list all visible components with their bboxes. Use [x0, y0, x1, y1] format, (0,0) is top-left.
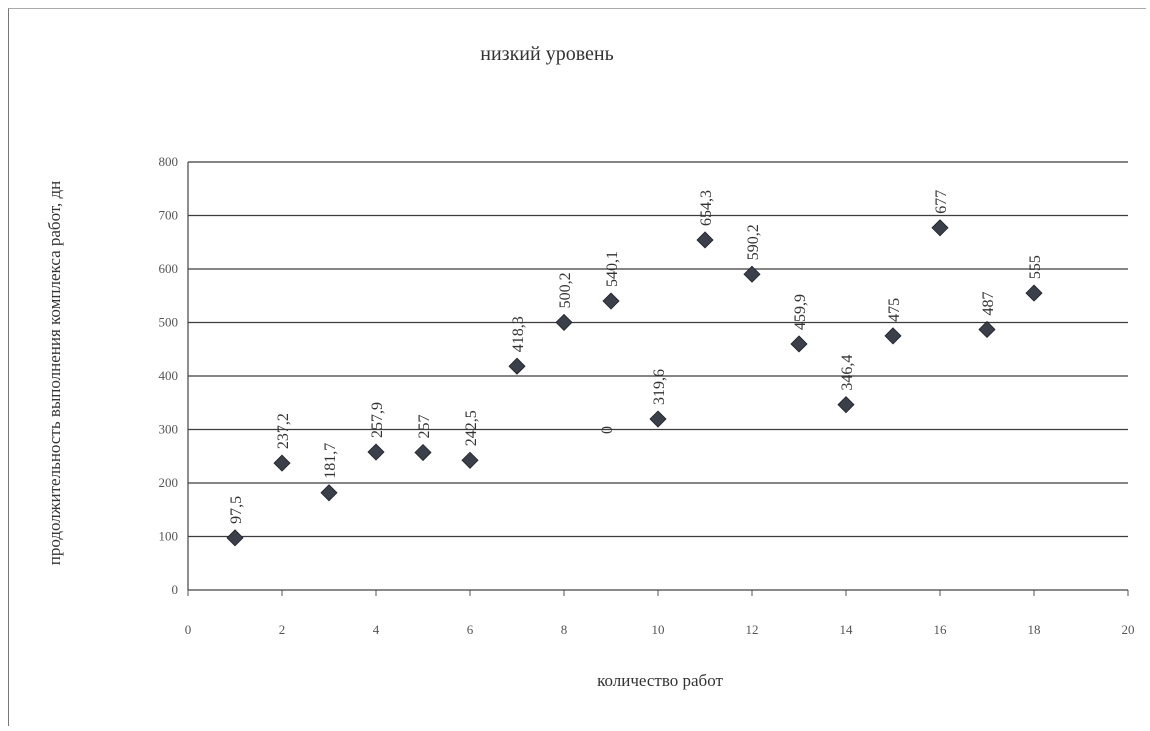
x-tick-label: 4	[373, 622, 380, 637]
data-labels: 97,5 237,2 181,7 257,9 257 242,5 418,3 500,2 540…	[228, 190, 1044, 524]
data-label: 237,2	[275, 413, 292, 449]
data-point	[790, 335, 808, 353]
data-point	[414, 443, 432, 462]
data-label: 459,9	[792, 294, 809, 330]
data-point	[602, 292, 620, 310]
data-label: 475	[886, 298, 903, 322]
chart-frame	[8, 8, 1146, 726]
data-label: 555	[1027, 255, 1044, 279]
x-tick-label: 10	[652, 622, 665, 637]
stray-annotation: 0	[599, 426, 616, 434]
x-tick-label: 16	[934, 622, 948, 637]
x-tick-label: 14	[840, 622, 854, 637]
y-tick-label: 800	[159, 154, 179, 169]
data-point	[320, 484, 338, 502]
data-label: 500,2	[557, 272, 574, 308]
data-label: 181,7	[322, 443, 339, 479]
data-label: 418,3	[510, 316, 527, 352]
x-tick-label: 12	[746, 622, 759, 637]
chart-title: низкий уровень	[480, 43, 613, 65]
data-label: 97,5	[228, 496, 245, 524]
data-point	[837, 396, 855, 414]
y-tick-label: 700	[159, 208, 179, 223]
axes	[187, 162, 1129, 596]
data-point	[226, 529, 244, 547]
data-point	[696, 231, 714, 249]
data-point	[1025, 284, 1043, 302]
y-axis-label: продолжительность выполнения комплекса р…	[45, 181, 64, 566]
x-axis-label: количество работ	[597, 671, 723, 690]
y-tick-label: 0	[172, 582, 179, 597]
y-tick-label: 300	[159, 422, 179, 437]
data-point	[508, 357, 526, 375]
x-tick-label: 18	[1028, 622, 1041, 637]
data-point	[461, 451, 479, 469]
x-tick-label: 8	[561, 622, 568, 637]
y-tick-label: 100	[159, 529, 179, 544]
y-tick-label: 200	[159, 475, 179, 490]
data-point	[884, 327, 902, 345]
data-label: 242,5	[463, 410, 480, 446]
data-label: 540,1	[604, 251, 621, 287]
data-label: 257,9	[369, 402, 386, 438]
data-label: 319,6	[651, 369, 668, 405]
y-tick-label: 500	[159, 315, 179, 330]
data-point	[649, 410, 667, 428]
x-tick-label: 2	[279, 622, 286, 637]
data-point	[743, 265, 761, 283]
data-points	[226, 219, 1043, 547]
x-tick-label: 6	[467, 622, 474, 637]
data-point	[978, 320, 996, 339]
data-label: 590,2	[745, 224, 762, 260]
x-tick-label: 20	[1122, 622, 1135, 637]
x-tick-label: 0	[185, 622, 192, 637]
data-point	[367, 443, 385, 461]
data-label: 487	[980, 291, 997, 315]
data-point	[273, 454, 291, 472]
y-tick-label: 600	[159, 261, 179, 276]
gridlines	[188, 161, 1128, 538]
data-label: 346,4	[839, 355, 856, 391]
data-label: 257	[416, 415, 433, 439]
data-point	[931, 219, 949, 237]
data-point	[555, 313, 573, 331]
y-tick-label: 400	[159, 368, 179, 383]
data-label: 677	[933, 190, 950, 214]
data-label: 654,3	[698, 190, 715, 226]
